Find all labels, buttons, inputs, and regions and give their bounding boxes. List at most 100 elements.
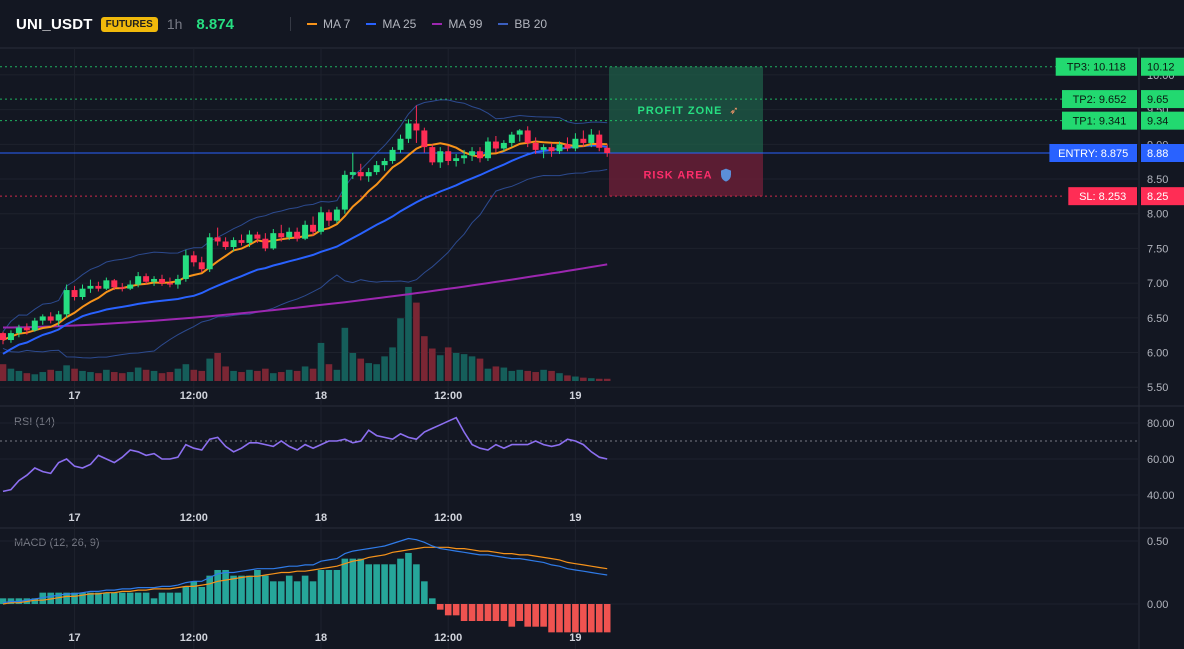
candle-body [151,278,158,282]
macd-histogram-bar [182,586,190,604]
chart-header: UNI_USDT FUTURES 1h 8.874 MA 7 MA 25 MA … [0,0,1184,48]
volume-bar [564,375,571,381]
volume-bar [206,358,213,381]
candle-body [270,233,277,249]
macd-histogram-bar [341,558,349,604]
macd-histogram-bar [381,564,388,604]
volume-bar [301,366,309,381]
volume-bar [262,368,269,381]
macd-histogram-bar [460,604,468,622]
legend-label-bb20: BB 20 [514,17,548,31]
candle-body [159,278,165,284]
macd-signal-line [2,546,608,605]
legend-ma99[interactable]: MA 99 [432,17,482,31]
sl-axis-tag [1141,187,1184,206]
legend-swatch-ma25 [366,23,377,25]
macd-histogram-bar [206,575,213,604]
volume-bar [103,369,110,381]
macd-histogram-bar [270,581,277,604]
candle-body [604,147,611,154]
macd-histogram-bar [293,581,301,604]
candle-body [564,144,571,149]
candle-body [588,134,595,143]
x-tick-label: 12:00 [180,632,208,644]
x-tick-label: 12:00 [434,632,462,644]
volume-bar [325,364,333,381]
volume-bar [293,370,301,381]
x-tick-label: 19 [569,632,581,644]
macd-tick-label: 0.00 [1147,599,1168,611]
entry-tag [1049,144,1137,162]
volume-bar [79,370,86,381]
rsi-tick-label: 80.00 [1147,418,1175,430]
candle-body [55,314,62,321]
volume-bar [39,372,47,381]
volume-bar [524,370,531,381]
ma25-line [2,144,608,355]
y-tick-label: 6.50 [1147,313,1168,325]
x-tick-label: 17 [68,512,80,524]
sl-tag-label: SL: 8.253 [1079,191,1126,203]
macd-histogram-bar [429,598,436,604]
candle-body [174,278,181,285]
macd-histogram-bar [79,592,86,604]
macd-histogram-bar [421,581,428,604]
macd-line [2,537,608,604]
shield-icon [721,168,731,182]
candle-body [222,241,229,248]
ma7-line [2,140,608,341]
volume-bar [333,369,341,381]
candle-body [333,209,340,221]
risk-area-label: RISK AREA [643,170,712,182]
legend-ma7[interactable]: MA 7 [306,17,350,31]
x-tick-label: 17 [68,632,80,644]
tp-tag [1062,90,1137,109]
macd-tick-label: 0.50 [1147,536,1168,548]
volume-bar [71,368,78,381]
macd-histogram-bar [87,592,94,604]
sl-tag [1068,187,1137,206]
y-tick-label: 5.50 [1147,382,1168,394]
tp-tag-label: TP1: 9.341 [1073,116,1127,128]
legend-label-ma25: MA 25 [382,17,417,31]
sl-axis-label: 8.25 [1147,191,1168,203]
candle-body [389,149,396,161]
macd-histogram-bar [580,604,587,633]
macd-histogram-bar [262,575,269,604]
volume-bar [87,372,94,381]
macd-histogram-bar [516,604,524,622]
volume-bar [31,374,39,381]
candle-body [310,224,317,232]
symbol-name[interactable]: UNI_USDT [16,15,93,33]
volume-bar [436,355,444,381]
macd-histogram-bar [285,575,293,604]
candle-body [15,327,22,334]
interval-selector[interactable]: 1h [166,16,183,32]
legend-ma25[interactable]: MA 25 [366,17,416,31]
volume-bar [548,370,555,381]
candle-body [596,134,603,148]
candle-body [214,237,221,242]
macd-histogram-bar [595,604,603,633]
volume-bar [572,376,579,381]
candle-body [572,138,579,149]
x-tick-label: 19 [569,512,581,524]
macd-histogram-bar [31,598,39,604]
candle-body [484,141,491,159]
legend-swatch-ma7 [306,23,317,25]
macd-histogram-bar [63,592,70,604]
candle-body [548,147,555,152]
volume-bar [532,372,539,381]
candle-body [500,142,507,149]
macd-histogram-bar [588,604,595,633]
volume-bar [373,364,380,381]
macd-histogram-bar [603,604,611,633]
macd-histogram-bar [317,569,325,604]
legend-bb20[interactable]: BB 20 [498,17,547,31]
candle-body [79,288,86,298]
macd-histogram-bar [540,604,547,627]
macd-histogram-bar [476,604,484,622]
x-tick-label: 19 [569,390,581,402]
macd-histogram-bar [39,592,47,604]
